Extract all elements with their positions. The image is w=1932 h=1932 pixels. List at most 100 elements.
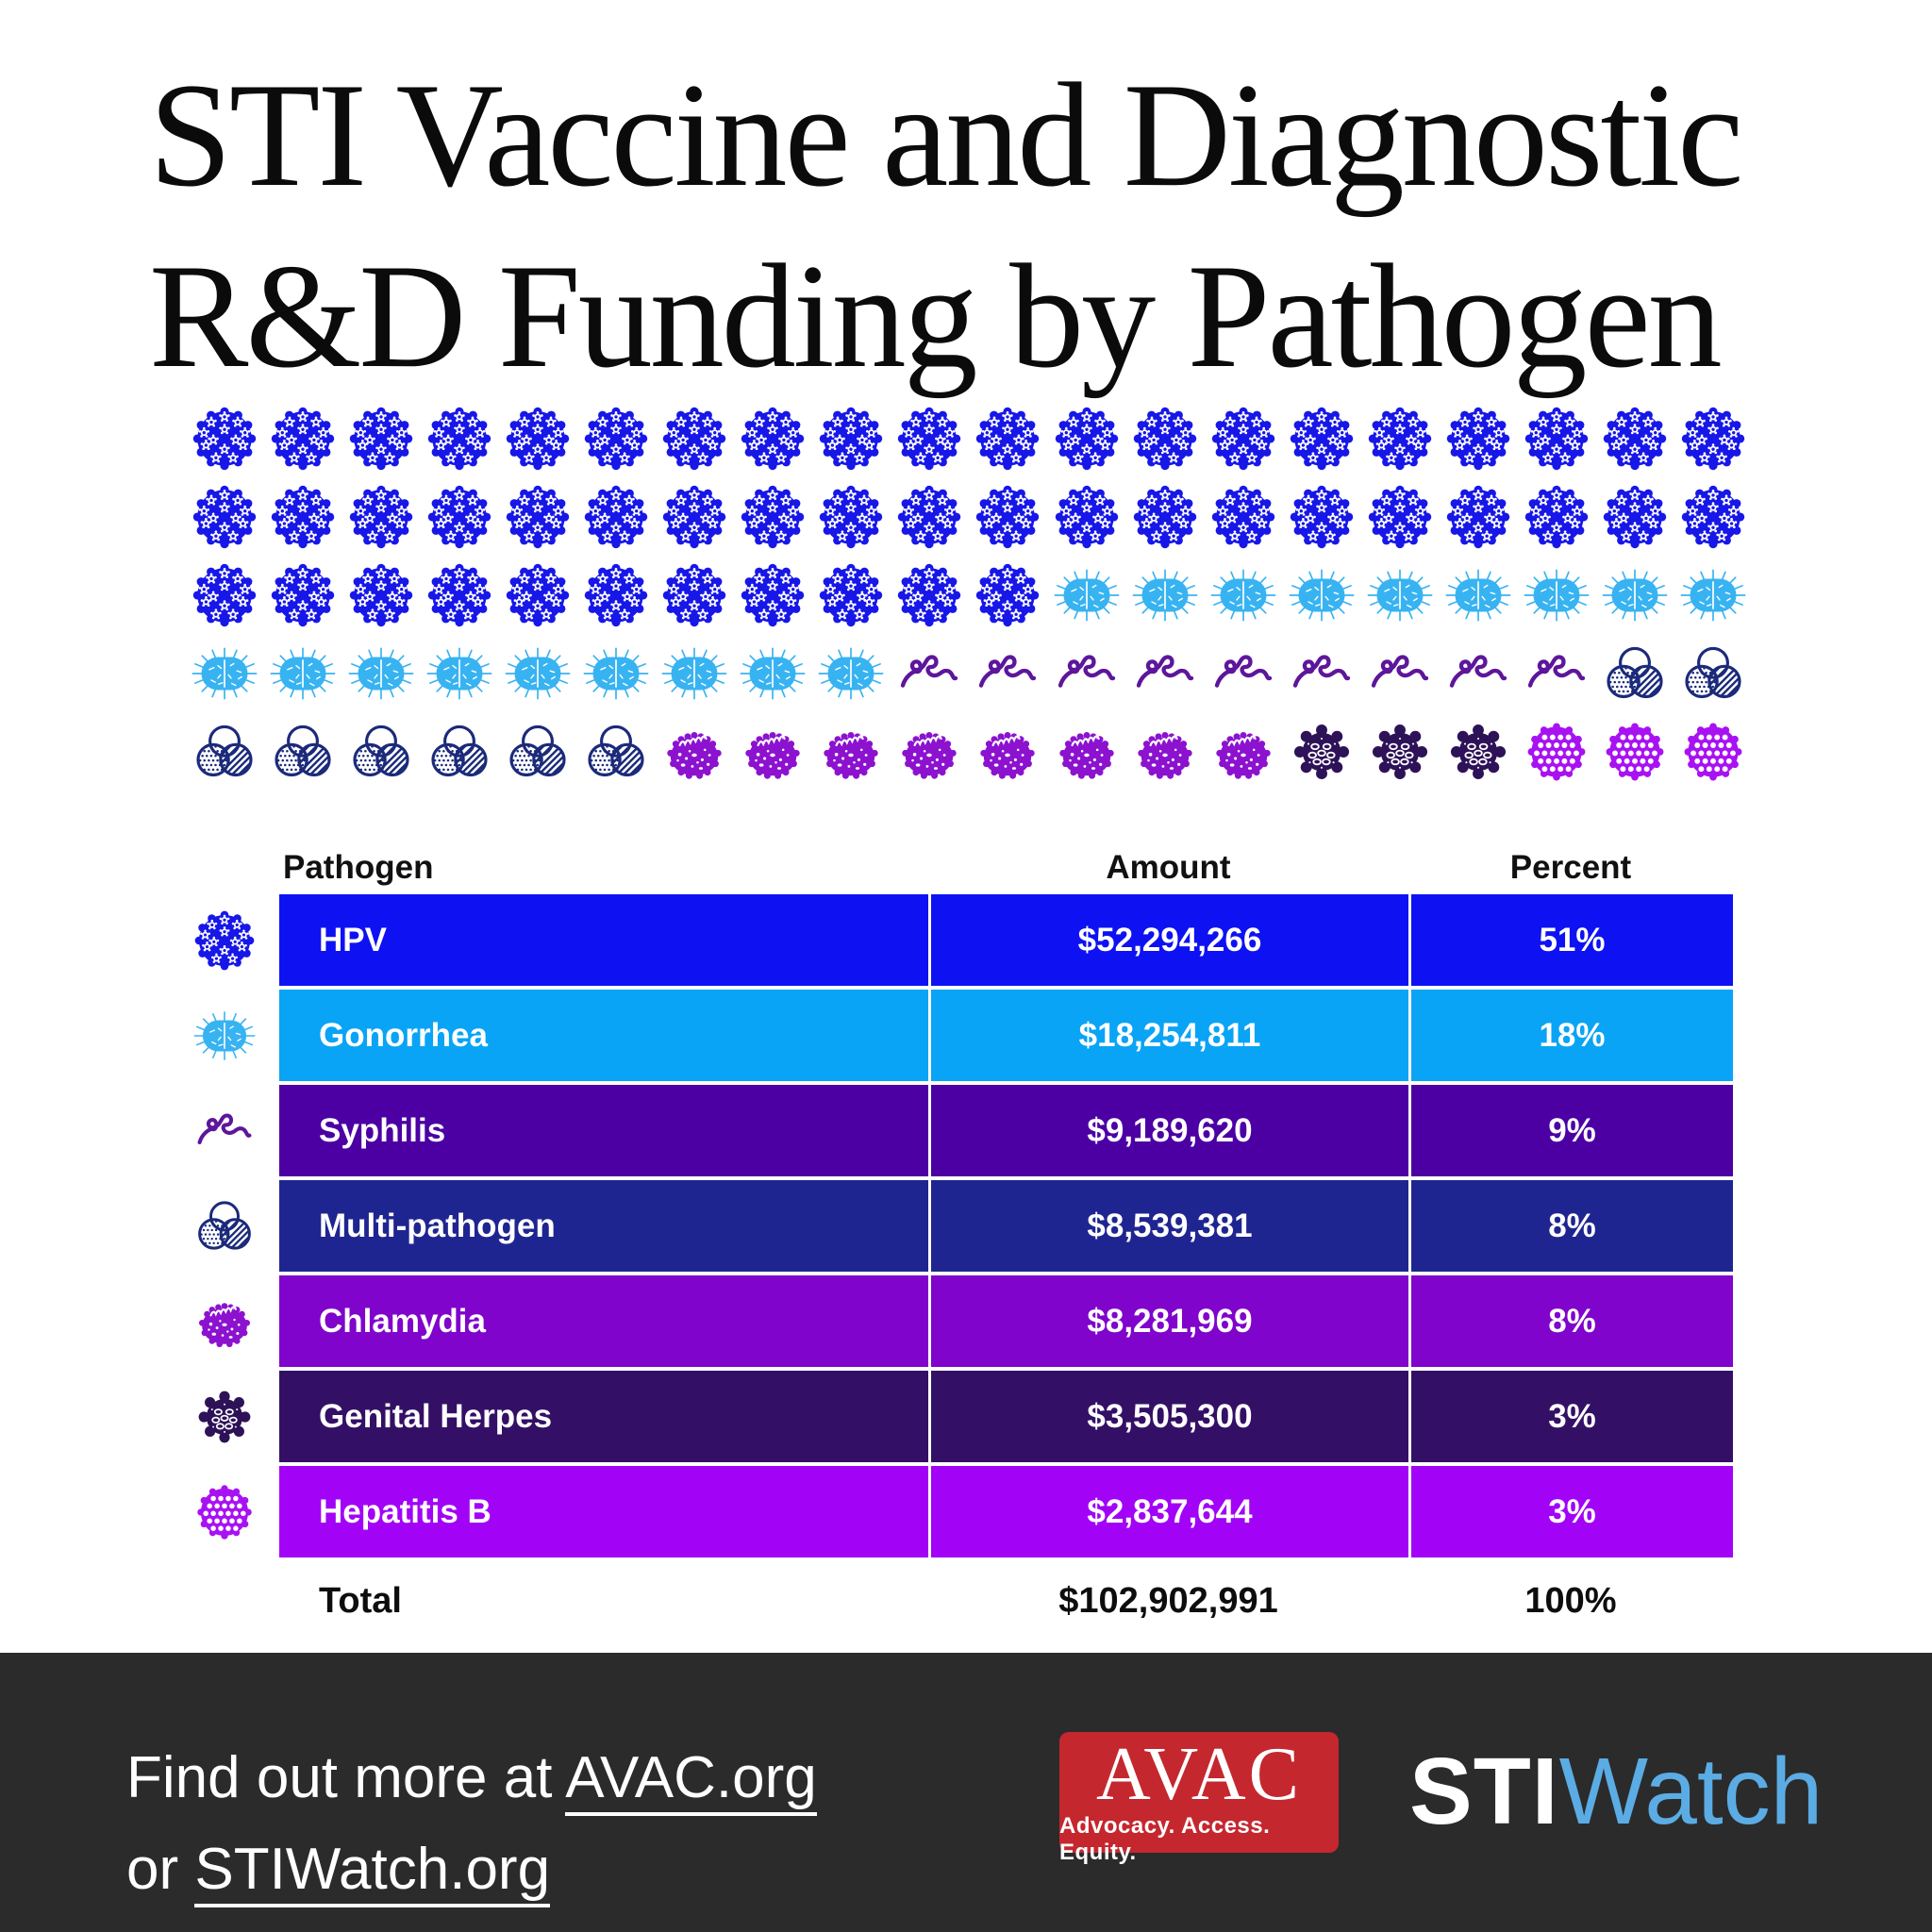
hpv-virus-icon — [896, 406, 962, 472]
hpv-virus-icon — [192, 562, 258, 628]
gonorrhea-bacterium-icon — [192, 641, 258, 707]
hpv-virus-icon — [1289, 484, 1355, 550]
hpv-virus-icon — [1054, 406, 1120, 472]
syphilis-spirochete-icon — [1132, 641, 1198, 707]
pictogram — [192, 406, 1746, 797]
table-total-row: Total $102,902,991 100% — [193, 1571, 1733, 1631]
herpes-virus-icon — [1445, 719, 1511, 785]
gonorrhea-bacterium-icon — [348, 641, 414, 707]
hpv-virus-icon — [661, 406, 727, 472]
gonorrhea-bacterium-icon — [1445, 562, 1511, 628]
hpv-virus-icon — [896, 562, 962, 628]
funding-percent: 18% — [1408, 990, 1733, 1081]
herpes-virus-icon — [1367, 719, 1433, 785]
hpv-virus-icon — [505, 562, 571, 628]
chlamydia-bacterium-icon — [193, 1291, 256, 1353]
multi-pathogen-icon — [583, 719, 649, 785]
syphilis-spirochete-icon — [193, 1100, 256, 1162]
hpv-virus-icon — [426, 562, 492, 628]
column-header-pathogen: Pathogen — [283, 849, 434, 886]
table-row-syphilis: Syphilis $9,189,620 9% — [193, 1085, 1733, 1176]
chlamydia-bacterium-icon — [1132, 719, 1198, 785]
table-row-genital-herpes: Genital Herpes $3,505,300 3% — [193, 1371, 1733, 1462]
hpv-virus-icon — [1367, 484, 1433, 550]
syphilis-spirochete-icon — [896, 641, 962, 707]
table-row-multi-pathogen: Multi-pathogen $8,539,381 8% — [193, 1180, 1733, 1272]
gonorrhea-bacterium-icon — [1680, 562, 1746, 628]
hpv-virus-icon — [974, 562, 1041, 628]
hpv-virus-icon — [1445, 484, 1511, 550]
multi-pathogen-icon — [1680, 641, 1746, 707]
hpv-virus-icon — [270, 484, 336, 550]
hpv-virus-icon — [1445, 406, 1511, 472]
gonorrhea-bacterium-icon — [505, 641, 571, 707]
multi-pathogen-icon — [505, 719, 571, 785]
hpv-virus-icon — [270, 562, 336, 628]
pathogen-name: Syphilis — [319, 1111, 446, 1149]
pictogram-row — [192, 406, 1746, 472]
gonorrhea-bacterium-icon — [1132, 562, 1198, 628]
funding-amount: $52,294,266 — [928, 894, 1408, 986]
funding-table: Pathogen Amount Percent HPV $52,294,266 … — [193, 838, 1733, 1631]
pictogram-row — [192, 719, 1746, 785]
stiwatch-logo[interactable]: STIWatch — [1409, 1740, 1823, 1843]
avac-logo[interactable]: AVAC Advocacy. Access. Equity. — [1059, 1732, 1339, 1865]
title-line-2: R&D Funding by Pathogen — [149, 234, 1723, 399]
hepatitis-b-virus-icon — [1602, 719, 1668, 785]
syphilis-spirochete-icon — [1367, 641, 1433, 707]
gonorrhea-bacterium-icon — [426, 641, 492, 707]
hpv-virus-icon — [661, 562, 727, 628]
gonorrhea-bacterium-icon — [1210, 562, 1276, 628]
gonorrhea-bacterium-icon — [583, 641, 649, 707]
avac-org-link[interactable]: AVAC.org — [565, 1745, 817, 1816]
pictogram-row — [192, 484, 1746, 550]
funding-percent: 51% — [1408, 894, 1733, 986]
syphilis-spirochete-icon — [1289, 641, 1355, 707]
hpv-virus-icon — [192, 484, 258, 550]
hpv-virus-icon — [1602, 406, 1668, 472]
herpes-virus-icon — [193, 1386, 256, 1448]
hpv-virus-icon — [583, 484, 649, 550]
pathogen-name: Genital Herpes — [319, 1397, 553, 1435]
hepatitis-b-virus-icon — [193, 1481, 256, 1543]
hpv-virus-icon — [1054, 484, 1120, 550]
pathogen-name: Hepatitis B — [319, 1492, 491, 1530]
multi-pathogen-icon — [270, 719, 336, 785]
total-amount: $102,902,991 — [1058, 1580, 1278, 1621]
hpv-virus-icon — [583, 406, 649, 472]
hpv-virus-icon — [1680, 484, 1746, 550]
hpv-virus-icon — [505, 484, 571, 550]
gonorrhea-bacterium-icon — [1054, 562, 1120, 628]
hpv-virus-icon — [1210, 406, 1276, 472]
hpv-virus-icon — [348, 562, 414, 628]
table-row-hepatitis-b: Hepatitis B $2,837,644 3% — [193, 1466, 1733, 1557]
hpv-virus-icon — [348, 406, 414, 472]
hpv-virus-icon — [974, 484, 1041, 550]
stiwatch-sti: STI — [1409, 1739, 1559, 1844]
hpv-virus-icon — [896, 484, 962, 550]
funding-percent: 3% — [1408, 1371, 1733, 1462]
table-row-gonorrhea: Gonorrhea $18,254,811 18% — [193, 990, 1733, 1081]
hpv-virus-icon — [740, 484, 806, 550]
hpv-virus-icon — [818, 406, 884, 472]
chlamydia-bacterium-icon — [740, 719, 806, 785]
hpv-virus-icon — [1132, 406, 1198, 472]
gonorrhea-bacterium-icon — [818, 641, 884, 707]
multi-pathogen-icon — [348, 719, 414, 785]
hpv-virus-icon — [1210, 484, 1276, 550]
chlamydia-bacterium-icon — [1054, 719, 1120, 785]
funding-percent: 8% — [1408, 1275, 1733, 1367]
pathogen-name: HPV — [319, 921, 387, 958]
footer-line-1: Find out more at AVAC.org — [126, 1732, 817, 1824]
hpv-virus-icon — [505, 406, 571, 472]
column-header-percent: Percent — [1509, 849, 1632, 886]
table-row-chlamydia: Chlamydia $8,281,969 8% — [193, 1275, 1733, 1367]
stiwatch-org-link[interactable]: STIWatch.org — [194, 1837, 551, 1907]
syphilis-spirochete-icon — [974, 641, 1041, 707]
funding-amount: $18,254,811 — [928, 990, 1408, 1081]
title-line-1: STI Vaccine and Diagnostic — [149, 53, 1743, 218]
hpv-virus-icon — [1524, 406, 1590, 472]
hpv-virus-icon — [193, 909, 256, 972]
funding-percent: 8% — [1408, 1180, 1733, 1272]
